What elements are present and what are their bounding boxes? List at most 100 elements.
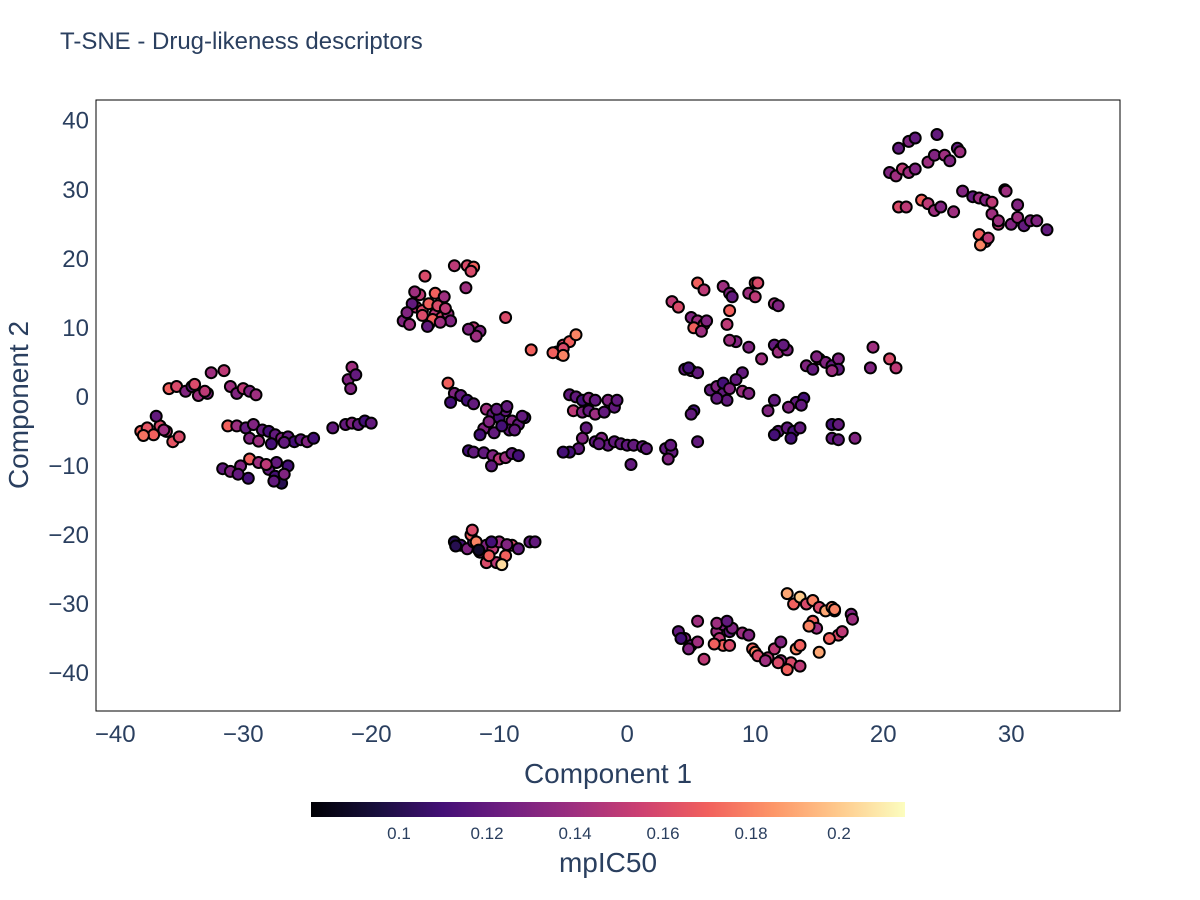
x-axis-title: Component 1 xyxy=(524,758,692,789)
x-tick-label: −40 xyxy=(95,721,136,748)
data-point xyxy=(908,131,922,145)
data-point xyxy=(956,184,970,198)
data-point xyxy=(277,467,291,481)
data-point xyxy=(467,397,481,411)
data-point xyxy=(588,393,602,407)
data-point xyxy=(241,471,255,485)
data-point xyxy=(934,200,948,214)
colorbar-tick-label: 0.2 xyxy=(827,824,851,843)
data-point xyxy=(889,361,903,375)
data-point xyxy=(198,384,212,398)
data-point xyxy=(848,431,862,445)
data-point xyxy=(246,418,260,431)
y-tick-label: 40 xyxy=(62,108,89,135)
data-point xyxy=(782,400,795,414)
data-point xyxy=(682,642,696,656)
data-point xyxy=(444,314,458,328)
data-point xyxy=(748,290,762,304)
data-point xyxy=(349,368,363,382)
data-point xyxy=(188,377,202,391)
data-point xyxy=(418,269,432,283)
y-tick-label: −10 xyxy=(48,453,89,480)
data-point xyxy=(421,319,434,333)
data-point xyxy=(639,442,653,456)
data-point xyxy=(720,614,734,628)
data-point xyxy=(883,352,897,366)
data-point xyxy=(249,388,263,402)
data-point xyxy=(710,391,724,405)
data-point xyxy=(515,409,529,423)
data-point xyxy=(462,322,475,336)
data-point xyxy=(500,400,514,413)
data-point xyxy=(892,141,906,155)
data-point xyxy=(485,535,498,549)
data-point xyxy=(441,376,455,390)
data-point xyxy=(307,431,321,445)
data-point xyxy=(671,300,685,314)
y-tick-label: −40 xyxy=(48,660,89,687)
data-point xyxy=(485,459,498,473)
chart-title: T-SNE - Drug-likeness descriptors xyxy=(60,28,423,55)
data-point xyxy=(780,587,794,601)
data-point xyxy=(943,154,957,168)
data-point xyxy=(767,428,781,442)
data-point xyxy=(691,435,705,449)
data-point xyxy=(999,184,1013,198)
data-point xyxy=(499,311,513,324)
data-point xyxy=(707,637,721,651)
data-point xyxy=(508,423,522,437)
data-point xyxy=(953,145,967,159)
data-point xyxy=(524,343,538,357)
y-tick-label: 10 xyxy=(62,315,89,342)
data-point xyxy=(277,435,291,449)
colorbar xyxy=(311,802,905,817)
data-point xyxy=(661,452,675,466)
data-point xyxy=(991,214,1005,228)
data-point xyxy=(403,317,417,331)
colorbar-tick-label: 0.14 xyxy=(558,824,591,843)
data-point xyxy=(697,652,711,666)
x-tick-label: 0 xyxy=(621,721,634,748)
data-point xyxy=(204,366,218,380)
x-tick-label: 30 xyxy=(998,721,1025,748)
data-point xyxy=(1011,210,1025,224)
data-point xyxy=(771,299,785,313)
x-tick-label: 20 xyxy=(870,721,897,748)
data-point xyxy=(691,635,705,649)
data-point xyxy=(597,405,611,419)
data-point xyxy=(500,538,514,552)
data-point xyxy=(835,625,849,639)
y-axis-title: Component 2 xyxy=(3,321,34,489)
data-point xyxy=(682,361,696,375)
data-point xyxy=(136,429,150,442)
data-point xyxy=(610,393,624,407)
data-point xyxy=(157,423,171,437)
data-point xyxy=(810,350,824,364)
x-tick-label: −10 xyxy=(479,721,520,748)
data-point xyxy=(947,205,961,219)
data-point xyxy=(774,635,788,649)
data-point xyxy=(930,128,944,141)
data-points xyxy=(134,128,1054,677)
data-point xyxy=(252,434,266,448)
data-point xyxy=(691,614,705,628)
data-point xyxy=(408,285,422,299)
data-point xyxy=(556,348,570,362)
data-point xyxy=(684,407,698,421)
data-point xyxy=(1040,223,1054,237)
data-point xyxy=(217,364,231,378)
data-point xyxy=(490,402,504,416)
data-point xyxy=(149,409,163,423)
data-point xyxy=(908,162,922,176)
data-point xyxy=(812,645,826,659)
data-point xyxy=(464,264,478,278)
data-point xyxy=(981,231,995,245)
data-point xyxy=(482,549,496,563)
data-point xyxy=(846,612,859,626)
data-point xyxy=(264,437,278,451)
data-point xyxy=(569,328,583,342)
y-axis-ticks: −40 −30 −20 −10 0 10 20 30 40 xyxy=(48,108,89,687)
data-point xyxy=(267,474,281,488)
data-point xyxy=(710,616,724,630)
